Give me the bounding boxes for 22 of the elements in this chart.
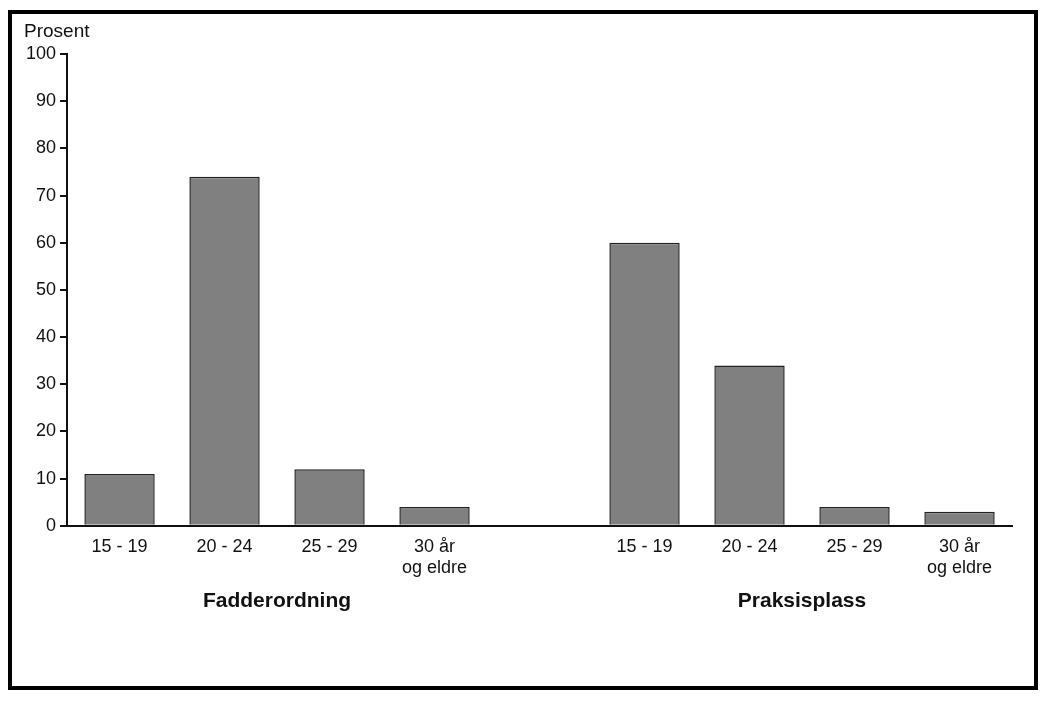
x-tick-label: 20 - 24 — [196, 535, 253, 556]
x-tick-label: 20 - 24 — [721, 535, 778, 556]
x-tick-label: 15 - 19 — [91, 535, 148, 556]
y-tick-label: 10 — [36, 467, 57, 488]
y-tick-label: 100 — [25, 42, 57, 63]
y-axis-title: Prosent — [24, 19, 91, 41]
x-tick-label: 15 - 19 — [616, 535, 673, 556]
text: Praksisplass — [737, 588, 867, 612]
y-tick-label: 70 — [36, 184, 57, 205]
x-tick-label: 25 - 29 — [301, 535, 358, 556]
y-tick-label: 60 — [36, 231, 57, 252]
x-tick-label: 30 år og eldre — [401, 535, 468, 578]
y-tick-label: 40 — [36, 326, 57, 347]
y-tick-label: 20 — [36, 420, 57, 441]
y-tick-label: 0 — [46, 514, 57, 535]
y-tick-label: 90 — [36, 90, 57, 111]
x-tick-label: 30 år og eldre — [926, 535, 993, 578]
y-tick-label: 30 — [36, 373, 57, 394]
x-tick-label: 25 - 29 — [826, 535, 883, 556]
y-tick-label: 80 — [36, 137, 57, 158]
y-tick-label: 50 — [36, 278, 57, 299]
text: Fadderordning — [202, 588, 352, 612]
